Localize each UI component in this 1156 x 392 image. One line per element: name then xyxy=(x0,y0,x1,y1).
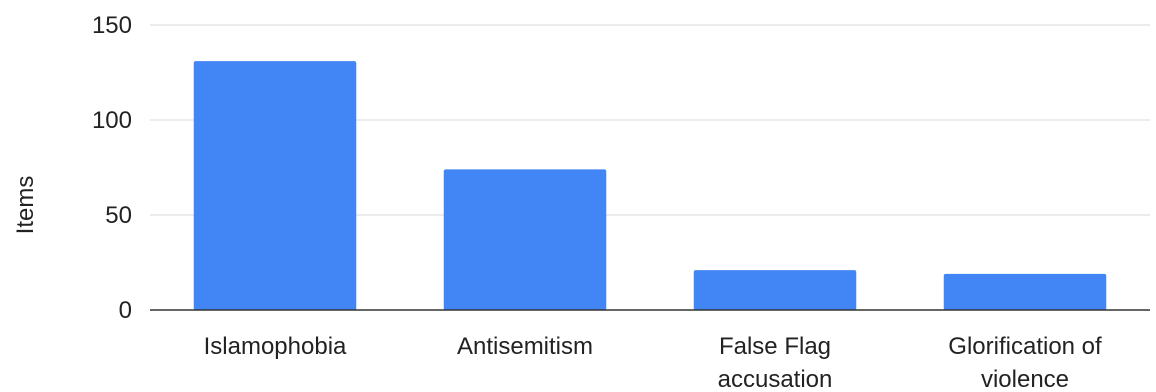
y-tick-label: 0 xyxy=(119,297,132,324)
bar xyxy=(193,61,357,310)
bar xyxy=(443,169,607,310)
y-axis-title: Items xyxy=(12,176,39,235)
bars xyxy=(193,61,1107,310)
y-tick-label: 50 xyxy=(105,202,132,229)
y-axis-ticks: 0 50 100 150 xyxy=(92,12,132,324)
x-tick-label: Antisemitism xyxy=(457,333,593,360)
x-axis-ticks: Islamophobia Antisemitism False Flag accusa… xyxy=(204,333,1102,392)
x-tick-label: False Flag accusation xyxy=(718,333,833,392)
y-tick-label: 150 xyxy=(92,12,132,39)
x-tick-label: Glorification of violence xyxy=(948,333,1102,392)
x-tick-label: Islamophobia xyxy=(204,333,347,360)
y-tick-label: 100 xyxy=(92,107,132,134)
bar xyxy=(693,270,857,310)
bar xyxy=(943,273,1107,310)
